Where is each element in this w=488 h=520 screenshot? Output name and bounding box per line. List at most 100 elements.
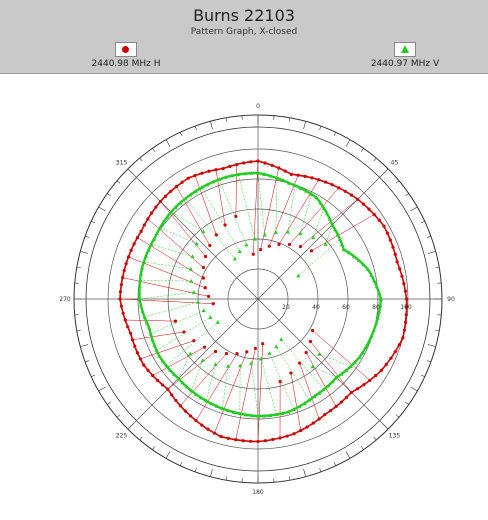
series-point <box>142 223 146 227</box>
series-trace <box>151 244 193 257</box>
series-point <box>184 384 189 389</box>
series-trace <box>287 185 296 232</box>
series-point <box>243 412 248 417</box>
series-point <box>160 383 165 387</box>
series-point <box>213 362 218 367</box>
series-point <box>311 235 316 240</box>
series-point <box>261 342 265 346</box>
outer-tick <box>427 360 432 363</box>
series-point <box>214 404 219 408</box>
series-point <box>196 299 201 304</box>
series-trace <box>184 198 235 259</box>
outer-tick <box>288 476 291 481</box>
polar-grid <box>73 114 443 484</box>
series-point <box>253 346 258 351</box>
series-point <box>144 320 149 325</box>
outer-tick <box>80 344 89 347</box>
series-point <box>348 364 353 368</box>
polar-labels: 20 40 60 80 100 0 45 90 135 180 225 270 315 <box>59 103 455 496</box>
series-point <box>194 241 199 246</box>
series-trace <box>180 353 227 406</box>
series-point <box>263 439 268 443</box>
series-point <box>155 378 160 382</box>
series-point <box>201 276 205 280</box>
series-trace <box>170 211 204 232</box>
series-point <box>372 278 377 283</box>
series-point <box>231 410 236 414</box>
series-trace <box>144 301 199 318</box>
series-point <box>182 330 186 334</box>
series-point <box>262 413 267 418</box>
series-point <box>157 353 162 358</box>
series-point <box>373 321 378 326</box>
series-point <box>310 364 315 369</box>
outer-tick <box>98 386 106 392</box>
outer-tick <box>84 235 89 238</box>
series-trace <box>312 330 371 381</box>
series-point <box>237 249 242 253</box>
series-point <box>402 282 406 286</box>
series-point <box>379 368 384 372</box>
series-point <box>123 318 127 322</box>
outer-tick <box>165 139 171 147</box>
series-point <box>242 161 246 165</box>
series-point <box>298 185 303 190</box>
series-point <box>137 284 142 289</box>
series-trace <box>312 366 337 378</box>
series-point <box>142 363 146 367</box>
series-point <box>375 315 380 320</box>
series-point <box>346 250 351 255</box>
series-point <box>403 289 407 293</box>
series-point <box>302 401 307 406</box>
series-trace <box>178 353 191 379</box>
series-point <box>371 327 376 332</box>
series-point <box>353 359 358 364</box>
series-point <box>271 437 275 442</box>
series-point <box>285 434 289 438</box>
series-point <box>138 302 143 307</box>
series-trace <box>167 351 216 390</box>
series-point <box>377 290 382 295</box>
polar-chart: 20 40 60 80 100 0 45 90 135 180 225 270 315 <box>59 103 455 496</box>
series-trace <box>201 187 240 252</box>
series-point <box>325 211 330 216</box>
series-point <box>259 356 264 361</box>
series-point <box>351 254 356 258</box>
series-point <box>194 392 199 396</box>
radial-tick-label: 40 <box>312 304 320 311</box>
series-point <box>188 192 193 197</box>
outer-tick <box>427 251 436 254</box>
series-trace <box>290 372 301 431</box>
series-trace <box>191 360 204 391</box>
series-point <box>135 235 140 240</box>
series-point <box>211 302 215 306</box>
series-point <box>289 172 293 176</box>
series-point <box>357 355 362 360</box>
series-trace <box>195 353 238 421</box>
series-point <box>172 372 177 377</box>
outer-tick <box>139 436 143 441</box>
series-point <box>309 249 314 253</box>
series-point <box>372 212 376 217</box>
series-point <box>245 350 249 354</box>
series-point <box>292 183 297 188</box>
green-triangle-icon <box>394 42 416 57</box>
series-point <box>333 227 338 232</box>
series-point <box>334 375 339 380</box>
outer-tick <box>80 251 89 254</box>
series-point <box>318 200 323 205</box>
series-point <box>289 371 293 375</box>
outer-tick <box>395 180 400 184</box>
series-point <box>126 325 130 329</box>
series-point <box>292 432 296 436</box>
outer-tick <box>91 220 95 224</box>
series-point <box>391 245 395 249</box>
series-trace <box>140 280 192 282</box>
angle-label-90: 90 <box>447 296 455 303</box>
series-point <box>275 175 280 180</box>
series-point <box>201 265 206 270</box>
series-point <box>207 169 211 173</box>
series-point <box>374 373 378 378</box>
series-point <box>343 189 347 193</box>
series-point <box>310 176 314 180</box>
